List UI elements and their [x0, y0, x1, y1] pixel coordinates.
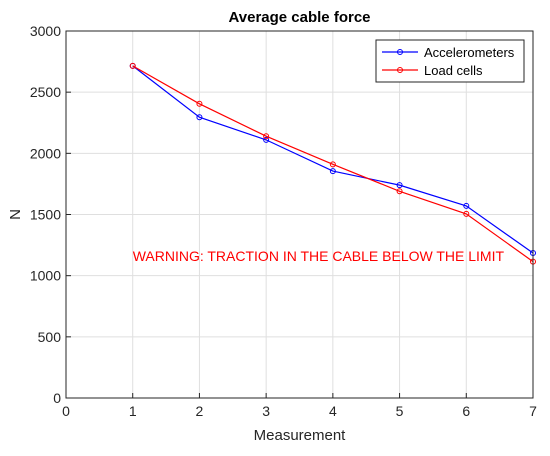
chart-title: Average cable force — [228, 9, 370, 26]
data-point — [263, 133, 270, 140]
x-tick-label: 3 — [262, 403, 270, 419]
data-point — [396, 188, 403, 195]
legend: Accelerometers Load cells — [375, 39, 525, 83]
data-point — [329, 161, 336, 168]
y-tick-label: 3000 — [30, 23, 61, 39]
y-axis-label: N — [7, 209, 24, 220]
x-tick-label: 1 — [129, 403, 137, 419]
legend-label: Load cells — [424, 63, 483, 78]
legend-item: Load cells — [382, 63, 483, 78]
legend-item: Accelerometers — [382, 45, 515, 60]
data-point — [463, 202, 470, 209]
legend-box — [375, 39, 525, 83]
data-point — [196, 100, 203, 107]
y-tick-label: 2000 — [30, 145, 61, 161]
warning-annotation: WARNING: TRACTION IN THE CABLE BELOW THE… — [133, 248, 505, 264]
series-line — [132, 65, 534, 263]
y-tick-label: 500 — [38, 329, 62, 345]
legend-label: Accelerometers — [424, 45, 515, 60]
legend-marker — [397, 49, 403, 55]
y-tick-label: 1000 — [30, 268, 61, 284]
data-point — [396, 182, 403, 189]
x-tick-label: 7 — [529, 403, 537, 419]
series-line — [132, 65, 534, 254]
x-axis-label: Measurement — [254, 427, 347, 444]
legend-marker — [397, 67, 403, 73]
x-tick-label: 4 — [329, 403, 337, 419]
data-point — [463, 210, 470, 217]
data-point — [196, 114, 203, 121]
y-tick-label: 0 — [53, 390, 61, 406]
y-tick-label: 1500 — [30, 207, 61, 223]
x-tick-label: 0 — [62, 403, 70, 419]
data-point — [263, 136, 270, 143]
y-tick-label: 2500 — [30, 84, 61, 100]
ticks: 0 1 2 3 4 5 6 7 0 500 1000 1500 2000 2500 3000 — [30, 23, 537, 419]
series-2 — [129, 62, 536, 265]
data-point — [129, 62, 136, 69]
x-tick-label: 5 — [396, 403, 404, 419]
x-tick-label: 6 — [462, 403, 470, 419]
data-point — [329, 168, 336, 175]
plot-frame — [65, 30, 534, 399]
series-group — [129, 62, 536, 265]
x-tick-label: 2 — [196, 403, 204, 419]
